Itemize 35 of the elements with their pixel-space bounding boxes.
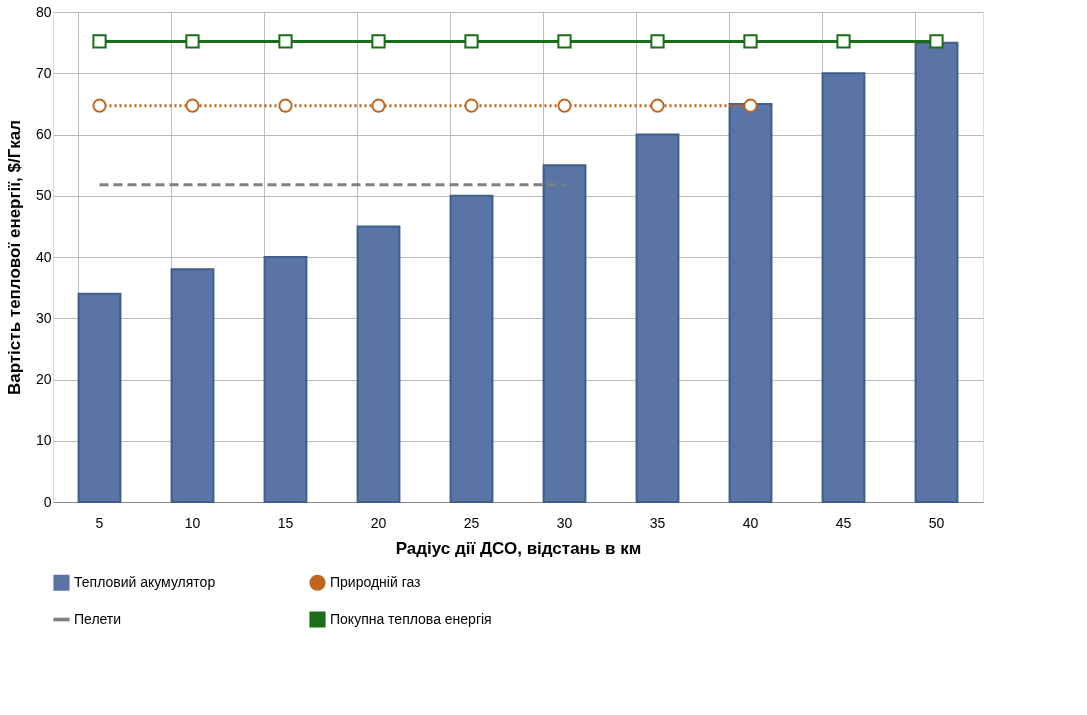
x-tick-label: 20 xyxy=(370,514,387,531)
x-tick-label: 50 xyxy=(928,514,945,531)
y-tick-label: 0 xyxy=(43,493,52,510)
bar xyxy=(821,72,866,503)
y-tick-label: 60 xyxy=(35,126,52,142)
y-tick-label: 40 xyxy=(35,248,52,265)
bar xyxy=(77,292,122,503)
x-tick-label: 5 xyxy=(95,514,104,531)
x-tick-label: 40 xyxy=(742,514,759,531)
bar xyxy=(728,102,773,503)
bar xyxy=(356,225,401,503)
y-tick-label: 70 xyxy=(35,64,52,81)
y-tick-label: 10 xyxy=(35,432,52,449)
y-tick-label: 30 xyxy=(35,309,52,326)
x-tick-label: 35 xyxy=(649,514,666,531)
x-tick-label: 15 xyxy=(277,514,294,531)
y-tick-label: 80 xyxy=(35,3,52,20)
legend-label: Пелети xyxy=(74,610,122,627)
legend-label: Тепловий акумулятор xyxy=(74,573,216,590)
x-tick-label: 45 xyxy=(835,514,852,531)
x-tick-label: 30 xyxy=(556,514,573,531)
bar xyxy=(170,268,215,503)
y-axis-title: Вартість теплової енергії, $/Гкал xyxy=(4,119,24,396)
bar xyxy=(449,194,494,503)
bar xyxy=(263,256,308,503)
legend-label: Покупна теплова енергія xyxy=(330,610,492,627)
x-tick-label: 25 xyxy=(463,514,480,531)
bar xyxy=(914,41,959,503)
bar xyxy=(635,133,680,503)
legend-label: Природній газ xyxy=(330,573,421,590)
y-tick-label: 50 xyxy=(35,187,52,204)
x-axis-title: Радіус дії ДСО, відстань в км xyxy=(395,538,642,558)
y-tick-label: 20 xyxy=(35,371,52,387)
bar xyxy=(542,164,587,503)
x-tick-label: 10 xyxy=(184,514,201,531)
